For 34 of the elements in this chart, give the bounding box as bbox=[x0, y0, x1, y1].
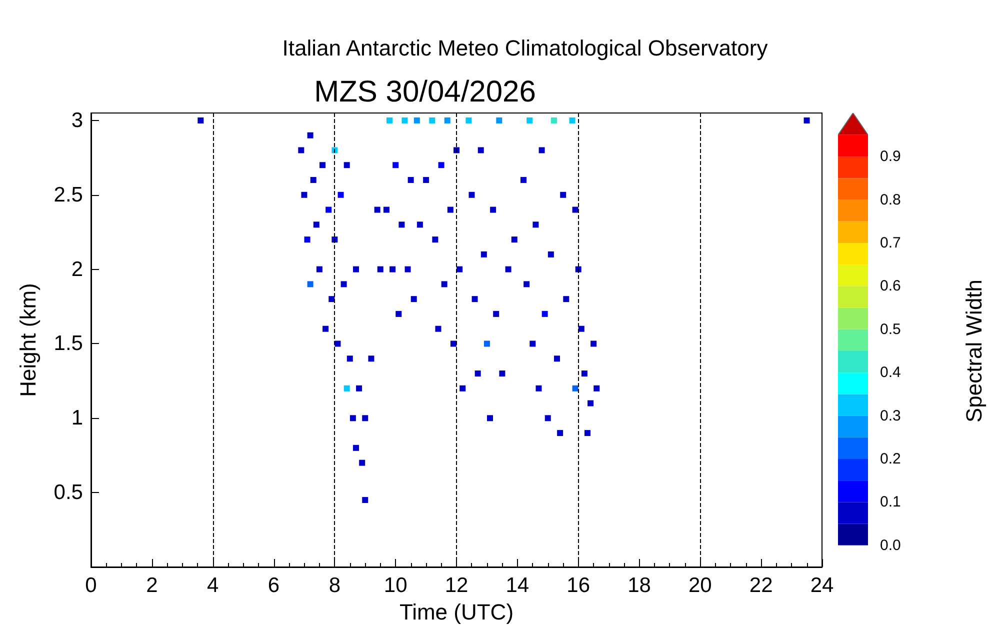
x-tick-label: 14 bbox=[506, 574, 530, 597]
color-bar-label: 0.0 bbox=[880, 536, 901, 554]
y-tick-label: 2.5 bbox=[54, 183, 83, 206]
y-tick-label: 0.5 bbox=[54, 481, 83, 504]
x-tick-label: 8 bbox=[328, 574, 341, 597]
x-tick-label: 20 bbox=[688, 574, 712, 597]
x-tick-label: 16 bbox=[566, 574, 590, 597]
y-tick-label: 1 bbox=[71, 406, 83, 430]
color-bar-label: 0.6 bbox=[880, 278, 901, 295]
x-tick-label: 6 bbox=[268, 574, 280, 597]
x-axis-title: Time (UTC) bbox=[399, 599, 514, 624]
x-tick-label: 18 bbox=[628, 574, 651, 597]
x-tick-label: 0 bbox=[85, 574, 97, 597]
y-axis-title: Height (km) bbox=[16, 283, 40, 397]
x-tick-label: 12 bbox=[444, 574, 468, 597]
y-tick-label: 1.5 bbox=[54, 332, 83, 356]
x-tick-label: 22 bbox=[749, 574, 773, 597]
color-bar-label: 0.4 bbox=[880, 364, 901, 382]
color-bar-label: 0.3 bbox=[880, 407, 901, 424]
color-bar-label: 0.1 bbox=[880, 494, 901, 511]
color-bar-label: 0.5 bbox=[880, 320, 901, 338]
y-tick-label: 2 bbox=[71, 258, 83, 281]
color-bar-label: 0.2 bbox=[880, 450, 901, 468]
color-bar-title: Spectral Width bbox=[962, 279, 986, 423]
chart-subtitle: MZS 30/04/2026 bbox=[314, 76, 536, 108]
x-tick-label: 2 bbox=[146, 574, 158, 597]
chart-title: Italian Antarctic Meteo Climatological Observatory bbox=[282, 36, 768, 60]
color-bar-label: 0.9 bbox=[880, 148, 901, 166]
x-tick-label: 24 bbox=[810, 574, 834, 597]
color-bar-label: 0.7 bbox=[880, 234, 901, 252]
y-tick-label: 3 bbox=[71, 108, 83, 132]
x-tick-label: 10 bbox=[384, 574, 408, 597]
color-bar-label: 0.8 bbox=[880, 191, 901, 208]
x-tick-label: 4 bbox=[206, 574, 219, 597]
